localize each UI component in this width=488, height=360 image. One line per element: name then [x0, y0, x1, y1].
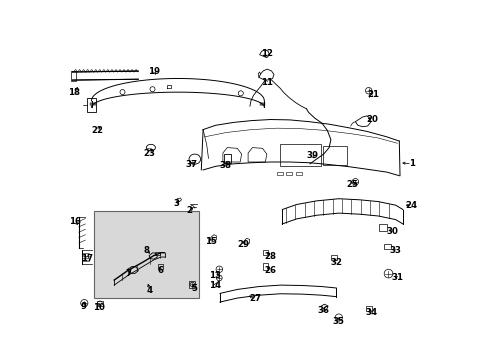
Text: 12: 12 [261, 49, 273, 58]
Text: 17: 17 [81, 254, 93, 263]
Text: 31: 31 [391, 274, 403, 282]
Text: 20: 20 [366, 115, 377, 124]
Text: 35: 35 [332, 317, 344, 325]
Bar [155, 252, 159, 255]
Text: 21: 21 [366, 90, 379, 99]
Text: 23: 23 [143, 149, 156, 158]
Text: 19: 19 [148, 67, 160, 76]
Text: 16: 16 [68, 217, 81, 226]
Text: 10: 10 [93, 302, 104, 312]
Bar [378, 224, 386, 231]
Bar [279, 144, 321, 166]
Bar [158, 264, 163, 269]
Bar [322, 146, 347, 165]
Bar [87, 98, 96, 112]
Text: 5: 5 [191, 284, 197, 293]
Text: 9: 9 [81, 302, 86, 311]
Bar [97, 301, 102, 306]
Bar [189, 281, 195, 288]
Bar [71, 71, 76, 81]
Bar [276, 172, 283, 175]
Text: 8: 8 [143, 246, 149, 255]
Text: 34: 34 [365, 308, 377, 317]
Bar [94, 211, 199, 298]
Text: 14: 14 [209, 281, 221, 289]
Text: 18: 18 [68, 88, 80, 97]
Text: 38: 38 [219, 161, 231, 170]
Text: 2: 2 [186, 206, 192, 215]
Bar [262, 263, 268, 270]
Text: 13: 13 [209, 271, 221, 280]
Bar [285, 172, 292, 175]
Text: 26: 26 [264, 266, 276, 275]
Bar [330, 255, 336, 260]
Bar [365, 306, 371, 311]
Text: 1: 1 [408, 159, 414, 168]
Bar [295, 172, 302, 175]
Text: 24: 24 [405, 202, 417, 210]
Bar [262, 250, 268, 256]
Text: 15: 15 [204, 238, 216, 247]
Text: 25: 25 [346, 180, 358, 189]
Text: 37: 37 [185, 161, 197, 170]
Text: 32: 32 [329, 258, 342, 267]
Bar [223, 154, 230, 163]
Text: 27: 27 [249, 294, 261, 303]
Bar [384, 244, 390, 249]
Text: 28: 28 [264, 252, 276, 261]
Text: 6: 6 [157, 266, 163, 275]
Text: 29: 29 [237, 240, 249, 249]
Text: 4: 4 [146, 287, 153, 295]
Text: 7: 7 [125, 269, 131, 278]
Text: 39: 39 [305, 151, 318, 160]
Text: 3: 3 [173, 199, 179, 208]
Text: 33: 33 [389, 246, 401, 255]
Text: 36: 36 [317, 306, 329, 315]
Text: 30: 30 [386, 227, 397, 236]
Text: 11: 11 [260, 78, 272, 87]
Text: 22: 22 [91, 126, 102, 135]
